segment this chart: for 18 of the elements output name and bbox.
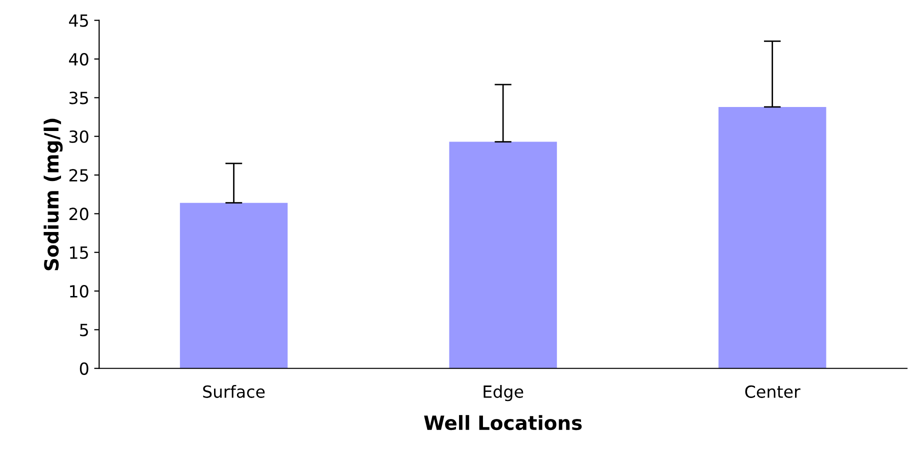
y-tick-label: 25: [69, 168, 88, 182]
x-tick-label: Surface: [203, 385, 265, 398]
y-axis-title: Sodium (mg/l): [44, 118, 63, 270]
y-tick-label: 20: [69, 208, 88, 220]
y-tick-label: 15: [70, 246, 88, 259]
y-tick-label: 5: [80, 324, 88, 336]
y-tick-label: 40: [69, 52, 88, 66]
x-axis-title: Well Locations: [424, 415, 582, 430]
y-tick-label: 45: [69, 14, 88, 27]
bar: [449, 142, 557, 368]
y-tick-label: 10: [70, 285, 88, 298]
y-tick-label: 0: [80, 362, 88, 375]
bar: [180, 202, 288, 368]
y-tick-label: 35: [69, 92, 88, 104]
bar: [718, 106, 826, 368]
x-tick-label: Edge: [484, 385, 524, 402]
y-tick-label: 30: [69, 130, 88, 143]
x-tick-label: Center: [745, 385, 800, 398]
